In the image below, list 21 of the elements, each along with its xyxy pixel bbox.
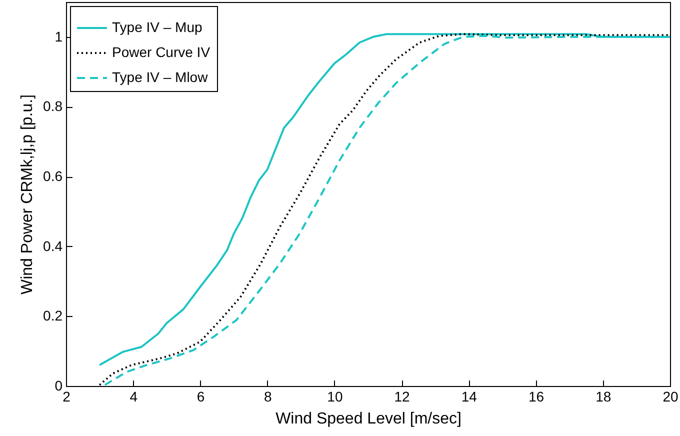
legend-label: Power Curve IV [112, 44, 211, 60]
x-tick-label: 16 [528, 388, 544, 404]
y-axis-title: Wind Power CRMk,lj,p [p.u.] [19, 94, 36, 295]
legend-label: Type IV – Mlow [112, 69, 209, 85]
y-tick-label: 0.8 [43, 98, 63, 114]
x-tick-label: 14 [461, 388, 478, 404]
x-tick-label: 2 [62, 388, 71, 404]
x-tick-label: 6 [196, 388, 205, 404]
x-tick-label: 10 [327, 388, 343, 404]
y-tick-label: 0 [54, 378, 63, 394]
legend-label: Type IV – Mup [112, 19, 202, 35]
x-axis-title: Wind Speed Level [m/sec] [276, 410, 462, 428]
x-tick-label: 8 [264, 388, 272, 404]
y-tick-label: 1 [54, 28, 63, 44]
x-tick-label: 12 [394, 388, 410, 404]
y-tick-label: 0.6 [43, 168, 63, 184]
x-tick-label: 20 [662, 388, 678, 404]
y-tick-label: 0.4 [43, 238, 63, 254]
x-tick-label: 4 [130, 388, 138, 404]
y-tick-label: 0.2 [43, 308, 63, 324]
x-tick-label: 18 [596, 388, 612, 404]
